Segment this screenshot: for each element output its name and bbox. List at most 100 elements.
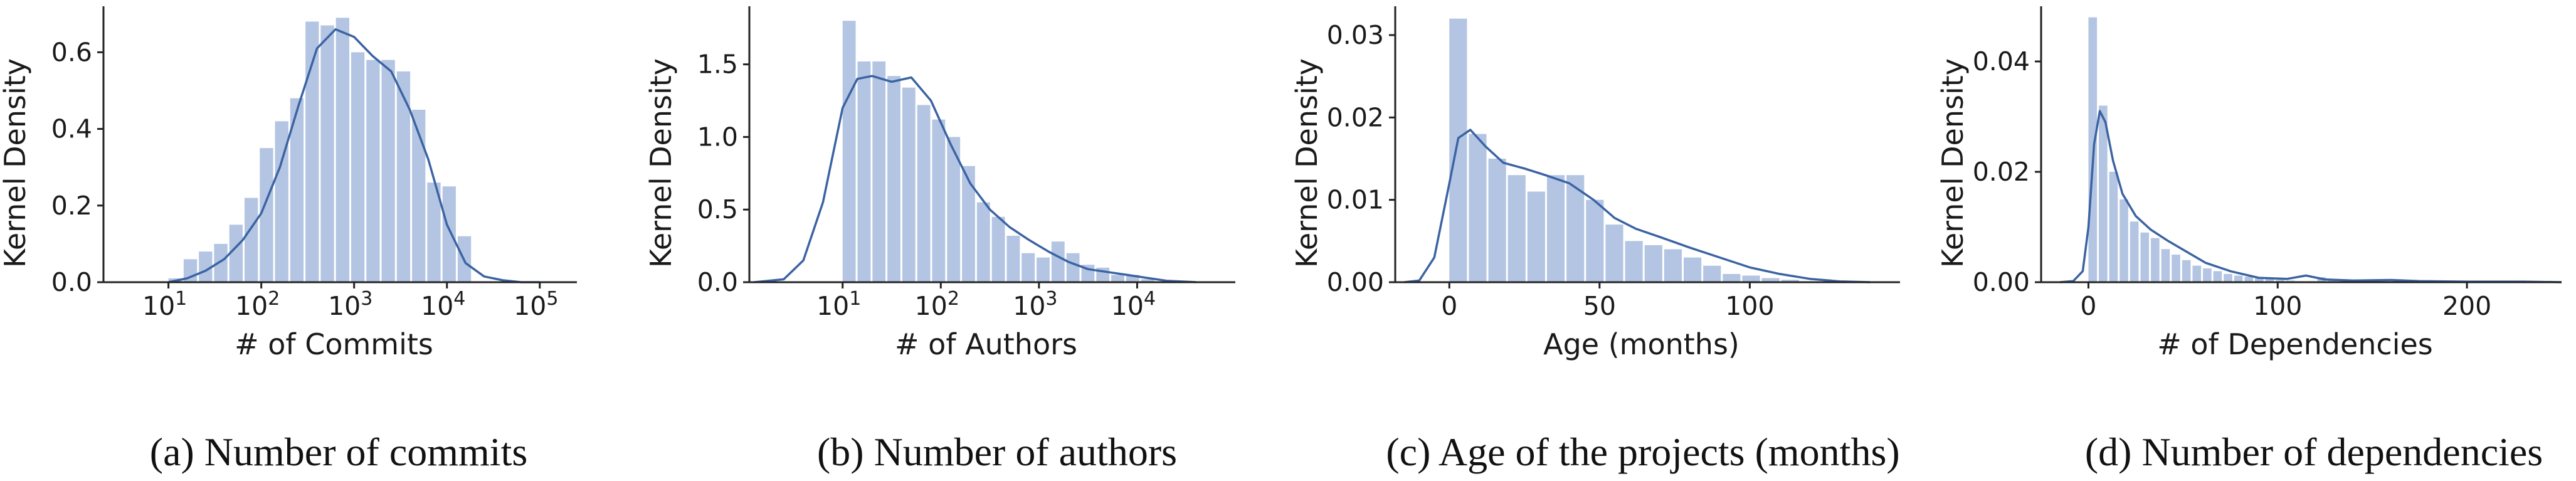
chart-panel-b: 0.0 0.5 1.0 1.5 101 102 103 104 # of Authors Kern… [644, 6, 1235, 474]
histogram-bar [1703, 265, 1721, 282]
x-axis-label: # of Commits [235, 327, 433, 361]
histogram-bar [1586, 199, 1604, 282]
x-tick-label: 0 [1441, 291, 1457, 321]
histogram-bar [2244, 277, 2254, 282]
histogram-bar [275, 121, 288, 283]
chart-panel-a: 0.0 0.2 0.4 0.6 101 102 103 104 105 # of Commits K… [0, 6, 577, 474]
histogram-bar [2203, 268, 2212, 282]
chart-panel-d: 0.00 0.02 0.04 0 100 200 # of Dependencies Kern… [1936, 6, 2562, 474]
histogram-bar [2192, 265, 2202, 282]
kde-line [1404, 129, 1871, 283]
histogram-bar [1684, 257, 1702, 282]
histogram-bar [976, 202, 990, 282]
histogram-bar [1488, 158, 1506, 282]
histogram-bar [1605, 225, 1623, 282]
histogram-bar [2151, 238, 2160, 282]
x-tick-label: 200 [2442, 291, 2491, 321]
histogram-bar [1625, 241, 1643, 282]
y-tick-label: 0.02 [1327, 102, 1384, 132]
y-tick-label: 0.00 [1973, 267, 2030, 297]
histogram-bar [290, 98, 304, 282]
y-tick-label: 0.01 [1327, 185, 1384, 215]
x-axis-label: Age (months) [1543, 327, 1739, 361]
y-axis-label: Kernel Density [0, 58, 32, 268]
histogram-bar [381, 60, 395, 283]
x-tick-label: 102 [235, 288, 280, 321]
histogram-bar [229, 225, 243, 282]
chart-panel-c: 0.00 0.01 0.02 0.03 0 50 100 Age (months) Kernel… [1290, 6, 1900, 474]
histogram-bar [1566, 175, 1585, 282]
histogram-bar [2161, 249, 2170, 282]
y-axis-label: Kernel Density [644, 58, 678, 268]
histogram-bar [1141, 279, 1154, 282]
histogram-bar [1527, 191, 1545, 282]
histogram-bar [1761, 278, 1780, 282]
subfigure-caption: (c) Age of the projects (months) [1386, 430, 1899, 474]
x-tick-label: 101 [142, 288, 187, 321]
histogram-bar [962, 166, 975, 282]
histogram-bar [842, 21, 856, 282]
subfigure-caption: (a) Number of commits [150, 430, 528, 474]
x-tick-label: 50 [1583, 291, 1616, 321]
histogram-bar [199, 251, 213, 282]
histogram-bar [2328, 280, 2336, 282]
y-tick-label: 0.6 [51, 37, 92, 67]
kde-line [168, 28, 540, 283]
histogram-bar [427, 182, 441, 282]
x-tick-label: 101 [816, 288, 861, 321]
histogram-bar [2119, 199, 2128, 282]
histogram-bar [2130, 221, 2139, 282]
x-axis-label: # of Authors [895, 327, 1077, 361]
histogram-bar [2255, 277, 2264, 282]
y-tick-label: 0.0 [51, 267, 92, 297]
histogram-bar [947, 137, 961, 282]
histogram-bar [1781, 280, 1799, 282]
histogram-bar [1449, 18, 1467, 283]
histogram-bar [442, 186, 456, 282]
subfigure-caption: (d) Number of dependencies [2085, 430, 2543, 474]
histogram-bar [991, 216, 1005, 282]
histogram-bar [857, 61, 871, 282]
histogram-bar [412, 110, 426, 282]
histogram-bar [1644, 245, 1662, 282]
histogram-bar [2234, 275, 2243, 282]
histogram-bar [351, 52, 365, 282]
histogram-bar [2099, 105, 2108, 282]
histogram-bar [1037, 257, 1050, 282]
x-tick-label: 104 [421, 288, 465, 321]
histogram-bar [1051, 241, 1065, 282]
histogram-bar [2224, 273, 2232, 282]
histogram-bar [2140, 232, 2150, 282]
x-tick-label: 105 [514, 288, 558, 321]
y-tick-label: 0.04 [1973, 46, 2030, 77]
histogram-bar [2172, 255, 2180, 282]
x-tick-label: 102 [915, 288, 959, 321]
y-tick-label: 1.0 [697, 122, 738, 152]
histogram-bar [1507, 175, 1526, 282]
y-axis-label: Kernel Density [1290, 58, 1324, 268]
histogram-bar [1546, 175, 1565, 282]
histogram-bar [902, 87, 916, 282]
histogram-bar [2213, 271, 2222, 282]
y-axis-label: Kernel Density [1936, 58, 1970, 268]
histogram-bar [396, 71, 411, 282]
histogram-bar [214, 243, 228, 282]
histogram-bar [260, 148, 273, 282]
x-axis-label: # of Dependencies [2157, 327, 2433, 361]
histogram-bar [1066, 253, 1080, 282]
y-tick-label: 0.2 [51, 191, 92, 221]
histogram-bar [320, 25, 334, 283]
histogram-bar [887, 76, 900, 282]
x-tick-label: 0 [2080, 291, 2096, 321]
x-tick-label: 100 [2253, 291, 2302, 321]
histogram-bar [1742, 275, 1760, 282]
y-tick-label: 0.00 [1327, 267, 1384, 297]
y-tick-label: 0.02 [1973, 157, 2030, 187]
histogram-bar [1126, 275, 1139, 282]
x-tick-label: 103 [1013, 288, 1057, 321]
x-tick-label: 100 [1725, 291, 1774, 321]
kde-line [754, 75, 1196, 283]
histogram-bar [1723, 273, 1741, 282]
histogram-bar [2276, 280, 2284, 282]
